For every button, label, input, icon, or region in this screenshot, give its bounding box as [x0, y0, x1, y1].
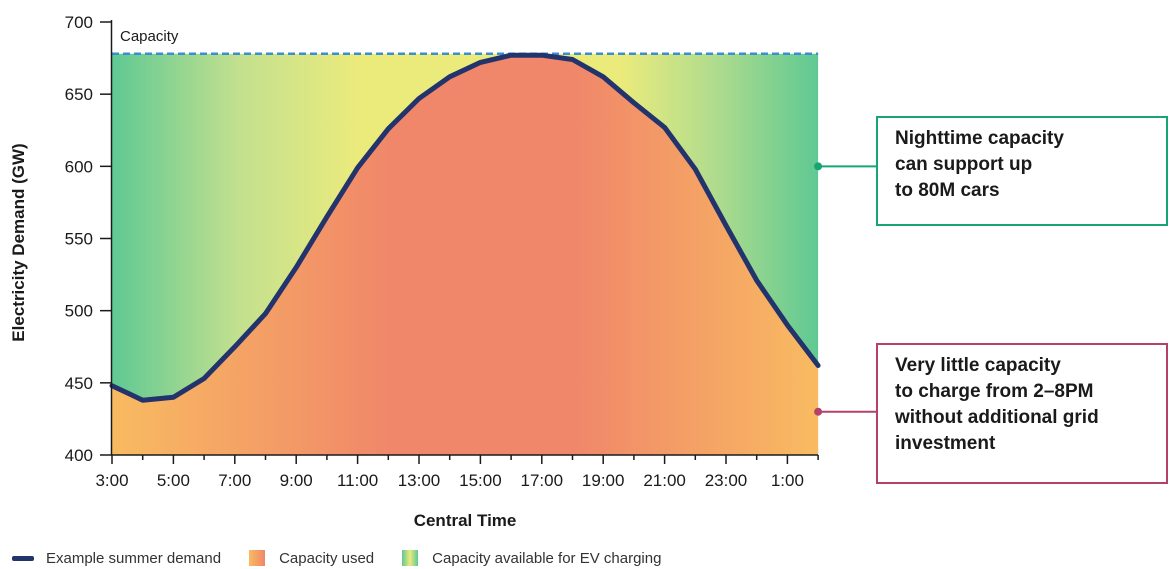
x-tick-label: 23:00 — [705, 471, 748, 490]
legend-swatch-demand — [12, 555, 34, 561]
capacity-label: Capacity — [120, 28, 179, 45]
capacity-used-area — [112, 55, 819, 455]
y-tick-label: 500 — [65, 302, 93, 321]
y-tick-label: 450 — [65, 374, 93, 393]
legend: Example summer demand Capacity used Capa… — [12, 548, 689, 568]
daytime-callout-marker — [814, 407, 823, 416]
legend-swatch-capacity-used — [249, 550, 266, 566]
y-tick-label: 600 — [65, 157, 93, 176]
y-tick-label: 550 — [65, 230, 93, 249]
y-tick-label: 400 — [65, 446, 93, 465]
daytime-capacity-callout-text: Very little capacity to charge from 2–8P… — [895, 355, 1099, 454]
x-tick-label: 7:00 — [218, 471, 251, 490]
x-tick-label: 3:00 — [95, 471, 128, 490]
x-tick-label: 9:00 — [280, 471, 313, 490]
nighttime-capacity-callout-text: Nighttime capacity can support up to 80M… — [895, 128, 1064, 201]
legend-label-capacity-available: Capacity available for EV charging — [432, 549, 662, 567]
legend-item-capacity-available: Capacity available for EV charging — [402, 550, 661, 567]
x-tick-label: 5:00 — [157, 471, 190, 490]
x-axis-ticks: 3:00 5:00 7:00 9:00 11:00 13:00 15:00 17:00 19:0… — [95, 455, 819, 490]
y-tick-label: 650 — [65, 85, 93, 104]
nighttime-capacity-callout: Nighttime capacity can support up to 80M… — [876, 116, 1168, 226]
nighttime-callout-marker — [814, 162, 823, 171]
x-axis-label: Central Time — [414, 511, 517, 530]
legend-swatch-capacity-available — [402, 550, 419, 566]
y-tick-label: 700 — [65, 13, 93, 32]
x-tick-label: 11:00 — [337, 471, 378, 490]
x-tick-label: 13:00 — [398, 471, 441, 490]
x-tick-label: 15:00 — [459, 471, 502, 490]
y-axis-ticks: 400 450 500 550 600 650 700 — [65, 13, 112, 465]
x-tick-label: 21:00 — [643, 471, 686, 490]
x-tick-label: 17:00 — [521, 471, 564, 490]
demand-series-line — [109, 52, 821, 403]
legend-item-demand: Example summer demand — [12, 550, 221, 567]
x-tick-label: 19:00 — [582, 471, 625, 490]
x-tick-label: 1:00 — [771, 471, 804, 490]
legend-item-capacity-used: Capacity used — [249, 550, 374, 567]
y-axis-label: Electricity Demand (GW) — [9, 143, 28, 341]
legend-label-demand: Example summer demand — [46, 549, 222, 567]
legend-label-capacity-used: Capacity used — [279, 549, 375, 567]
daytime-capacity-callout: Very little capacity to charge from 2–8P… — [876, 343, 1168, 484]
